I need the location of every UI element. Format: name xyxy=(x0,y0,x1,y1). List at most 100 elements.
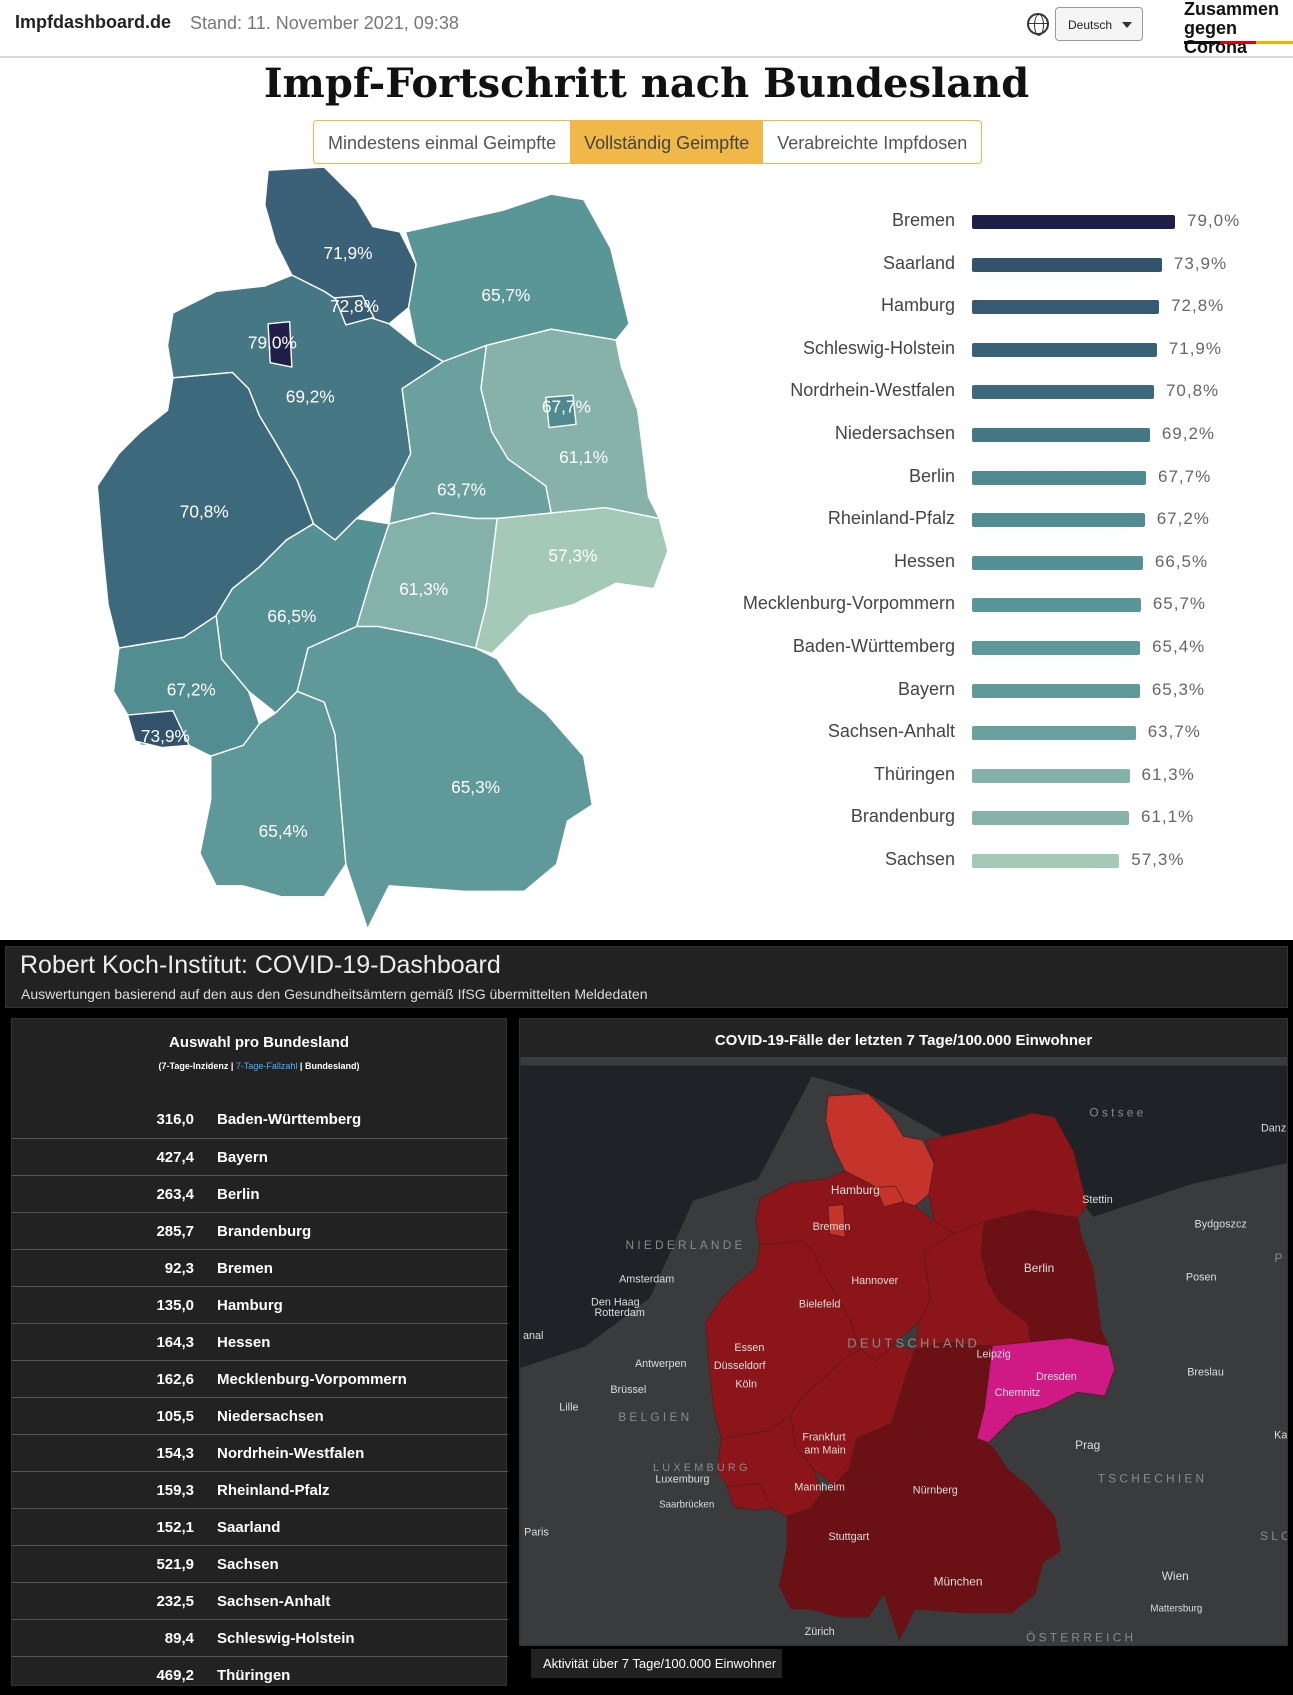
state-sl[interactable] xyxy=(126,710,190,749)
state-row[interactable]: 469,2 Thüringen xyxy=(12,1656,508,1693)
bar[interactable] xyxy=(972,683,1140,698)
place-label: Hannover xyxy=(851,1275,898,1287)
state-sn[interactable] xyxy=(474,506,669,655)
state-row[interactable]: 154,3 Nordrhein-Westfalen xyxy=(12,1434,508,1471)
state-be[interactable] xyxy=(1026,1256,1050,1281)
place-label: Posen xyxy=(1186,1272,1217,1284)
bar[interactable] xyxy=(972,215,1176,229)
tab-vollstaendig[interactable]: Vollständig Geimpfte xyxy=(570,121,764,163)
bar[interactable] xyxy=(972,300,1160,315)
covid-map-panel[interactable]: COVID-19-Fälle der letzten 7 Tage/100.00… xyxy=(519,1018,1288,1646)
map-value-label: 63,7% xyxy=(437,480,486,500)
place-label: Danz xyxy=(1261,1122,1286,1134)
state-name: Saarland xyxy=(217,1519,281,1536)
state-sh[interactable] xyxy=(264,166,417,325)
incidence-value: 92,3 xyxy=(164,1260,194,1277)
state-name: Bremen xyxy=(217,1260,273,1277)
state-row[interactable]: 162,6 Mecklenburg-Vorpommern xyxy=(12,1360,508,1397)
state-row[interactable]: 232,5 Sachsen-Anhalt xyxy=(12,1582,508,1619)
state-name: Niedersachsen xyxy=(217,1408,324,1425)
place-label: Stettin xyxy=(1082,1194,1113,1206)
bar-label: Sachsen-Anhalt xyxy=(827,721,955,742)
state-by[interactable] xyxy=(296,625,594,930)
legend-tab[interactable]: Aktivität über 7 Tage/100.000 Einwohner xyxy=(531,1649,782,1678)
state-row[interactable]: 164,3 Hessen xyxy=(12,1323,508,1360)
place-label: Breslau xyxy=(1187,1367,1224,1379)
state-row[interactable]: 521,9 Sachsen xyxy=(12,1545,508,1582)
state-row[interactable]: 285,7 Brandenburg xyxy=(12,1212,508,1249)
incidence-value: 135,0 xyxy=(156,1297,194,1314)
state-row[interactable]: 105,5 Niedersachsen xyxy=(12,1397,508,1434)
logo-flag-stripe xyxy=(1184,41,1293,44)
map-value-label: 73,9% xyxy=(141,726,190,746)
state-be[interactable] xyxy=(545,394,577,429)
caret-down-icon xyxy=(1122,22,1132,33)
place-label: Mattersburg xyxy=(1150,1603,1202,1614)
bar[interactable] xyxy=(972,555,1143,570)
site-brand-link[interactable]: Impfdashboard.de xyxy=(15,12,172,32)
covid-map[interactable]: Hamburg Bremen Stettin Bydgoszcz Ostsee Danz N… xyxy=(520,1019,1288,1646)
incidence-value: 427,4 xyxy=(156,1149,194,1166)
tab-mindestens-einmal[interactable]: Mindestens einmal Geimpfte xyxy=(328,133,557,153)
list-title: Auswahl pro Bundesland xyxy=(168,1034,349,1051)
state-hh[interactable] xyxy=(334,295,375,326)
bar[interactable] xyxy=(972,470,1146,485)
incidence-value: 162,6 xyxy=(156,1371,194,1388)
data-timestamp: Stand: 11. November 2021, 09:38 xyxy=(190,13,459,33)
state-hb[interactable] xyxy=(267,320,293,368)
state-name: Nordrhein-Westfalen xyxy=(217,1445,365,1462)
place-label: SLO xyxy=(1260,1529,1288,1543)
state-row[interactable]: 152,1 Saarland xyxy=(12,1508,508,1545)
state-name: Rheinland-Pfalz xyxy=(217,1482,330,1499)
map-value-label: 65,4% xyxy=(259,821,308,841)
state-sl[interactable] xyxy=(726,1483,772,1511)
state-row[interactable]: 263,4 Berlin xyxy=(12,1175,508,1212)
map-value-label: 72,8% xyxy=(330,296,379,316)
bar[interactable] xyxy=(972,641,1141,655)
bar[interactable] xyxy=(972,342,1157,357)
list-sub-case-count[interactable]: 7-Tage-Fallzahl xyxy=(235,1061,298,1071)
place-label: Prag xyxy=(1075,1438,1100,1452)
state-hh[interactable] xyxy=(875,1185,905,1208)
bar-value: 57,3% xyxy=(1131,850,1185,869)
top-bar: Impfdashboard.de Stand: 11. November 202… xyxy=(0,0,1293,58)
bar[interactable] xyxy=(972,257,1162,272)
language-select[interactable]: Deutsch xyxy=(1055,7,1143,41)
map-value-label: 65,3% xyxy=(451,777,500,797)
bar[interactable] xyxy=(972,768,1130,783)
map-sea xyxy=(520,1065,1287,1369)
incidence-value: 154,3 xyxy=(156,1445,194,1462)
place-label: München xyxy=(934,1574,983,1588)
bar-label: Hessen xyxy=(893,550,955,571)
bar-label: Niedersachsen xyxy=(834,423,955,443)
place-label: Mannheim xyxy=(794,1481,844,1493)
map-value-label: 61,1% xyxy=(559,447,608,467)
state-row[interactable]: 427,4 Bayern xyxy=(12,1138,508,1175)
place-label: anal xyxy=(523,1330,543,1342)
place-label: Stuttgart xyxy=(828,1531,869,1543)
map-value-label: 67,2% xyxy=(167,680,216,700)
bar[interactable] xyxy=(972,428,1150,442)
state-name: Mecklenburg-Vorpommern xyxy=(217,1371,407,1388)
place-label: Antwerpen xyxy=(635,1358,687,1370)
state-name: Hamburg xyxy=(217,1297,283,1314)
state-hb[interactable] xyxy=(827,1204,846,1238)
state-row[interactable]: 89,4 Schleswig-Holstein xyxy=(12,1619,508,1656)
state-row[interactable]: 135,0 Hamburg xyxy=(12,1286,508,1323)
zusammen-gegen-corona-logo[interactable]: Zusammen gegen Corona xyxy=(1184,0,1293,57)
state-row[interactable]: 159,3 Rheinland-Pfalz xyxy=(12,1471,508,1508)
bar-value: 70,8% xyxy=(1165,381,1220,401)
state-name: Thüringen xyxy=(217,1667,291,1684)
place-label: DEUTSCHLAND xyxy=(847,1336,980,1351)
tab-impfdosen[interactable]: Verabreichte Impfdosen xyxy=(777,133,968,153)
bar[interactable] xyxy=(972,513,1145,528)
place-label: Den Haag xyxy=(591,1296,640,1308)
state-row[interactable]: 316,0 Baden-Württemberg xyxy=(12,1101,508,1138)
bar[interactable] xyxy=(972,811,1130,826)
bar[interactable] xyxy=(972,385,1154,400)
bar[interactable] xyxy=(972,726,1136,741)
bar[interactable] xyxy=(972,598,1141,613)
state-sh[interactable] xyxy=(825,1093,935,1207)
bar[interactable] xyxy=(972,854,1120,868)
state-row[interactable]: 92,3 Bremen xyxy=(12,1249,508,1286)
